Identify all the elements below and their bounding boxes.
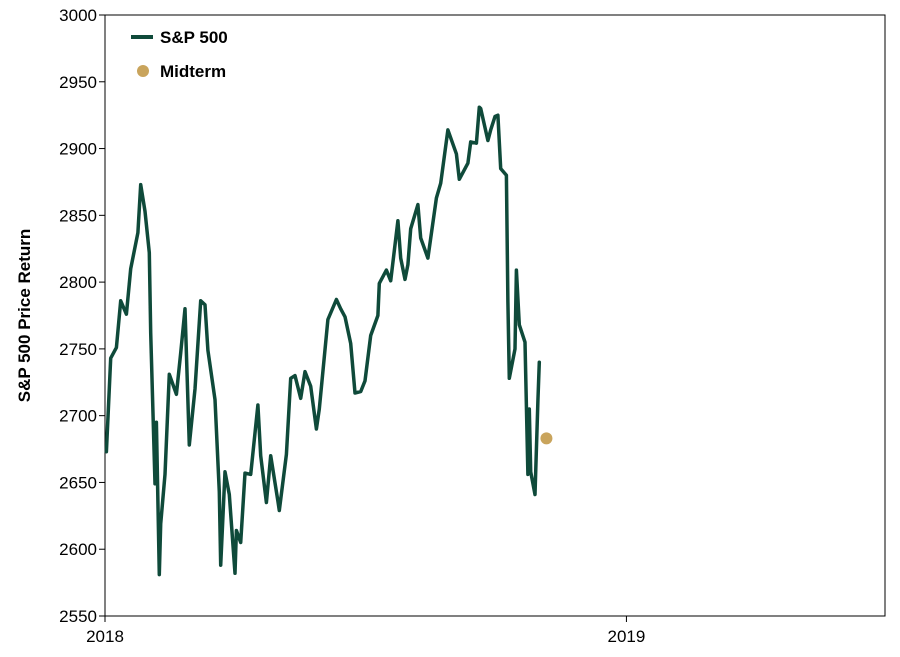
sp500-series-line [104,105,542,577]
y-tick-label: 2600 [59,540,97,559]
legend: S&P 500 Midterm [131,28,228,81]
y-tick-label: 2750 [59,340,97,359]
y-tick-label: 2550 [59,607,97,626]
y-axis-title: S&P 500 Price Return [15,229,34,403]
x-tick-label: 2019 [608,627,646,646]
legend-dot-swatch [137,65,149,77]
y-tick-label: 2900 [59,140,97,159]
x-tick-label: 2018 [86,627,124,646]
y-tick-label: 2650 [59,473,97,492]
axis-ticks: 2550 2600 2650 2700 2750 2800 2850 2900 2950 3000… [59,6,645,646]
y-tick-label: 3000 [59,6,97,25]
y-tick-label: 2850 [59,206,97,225]
series-layer [104,105,553,577]
y-tick-label: 2800 [59,273,97,292]
legend-label-sp500: S&P 500 [160,28,228,47]
y-tick-label: 2950 [59,73,97,92]
midterm-point [540,432,553,445]
y-tick-label: 2700 [59,407,97,426]
legend-label-midterm: Midterm [160,62,226,81]
